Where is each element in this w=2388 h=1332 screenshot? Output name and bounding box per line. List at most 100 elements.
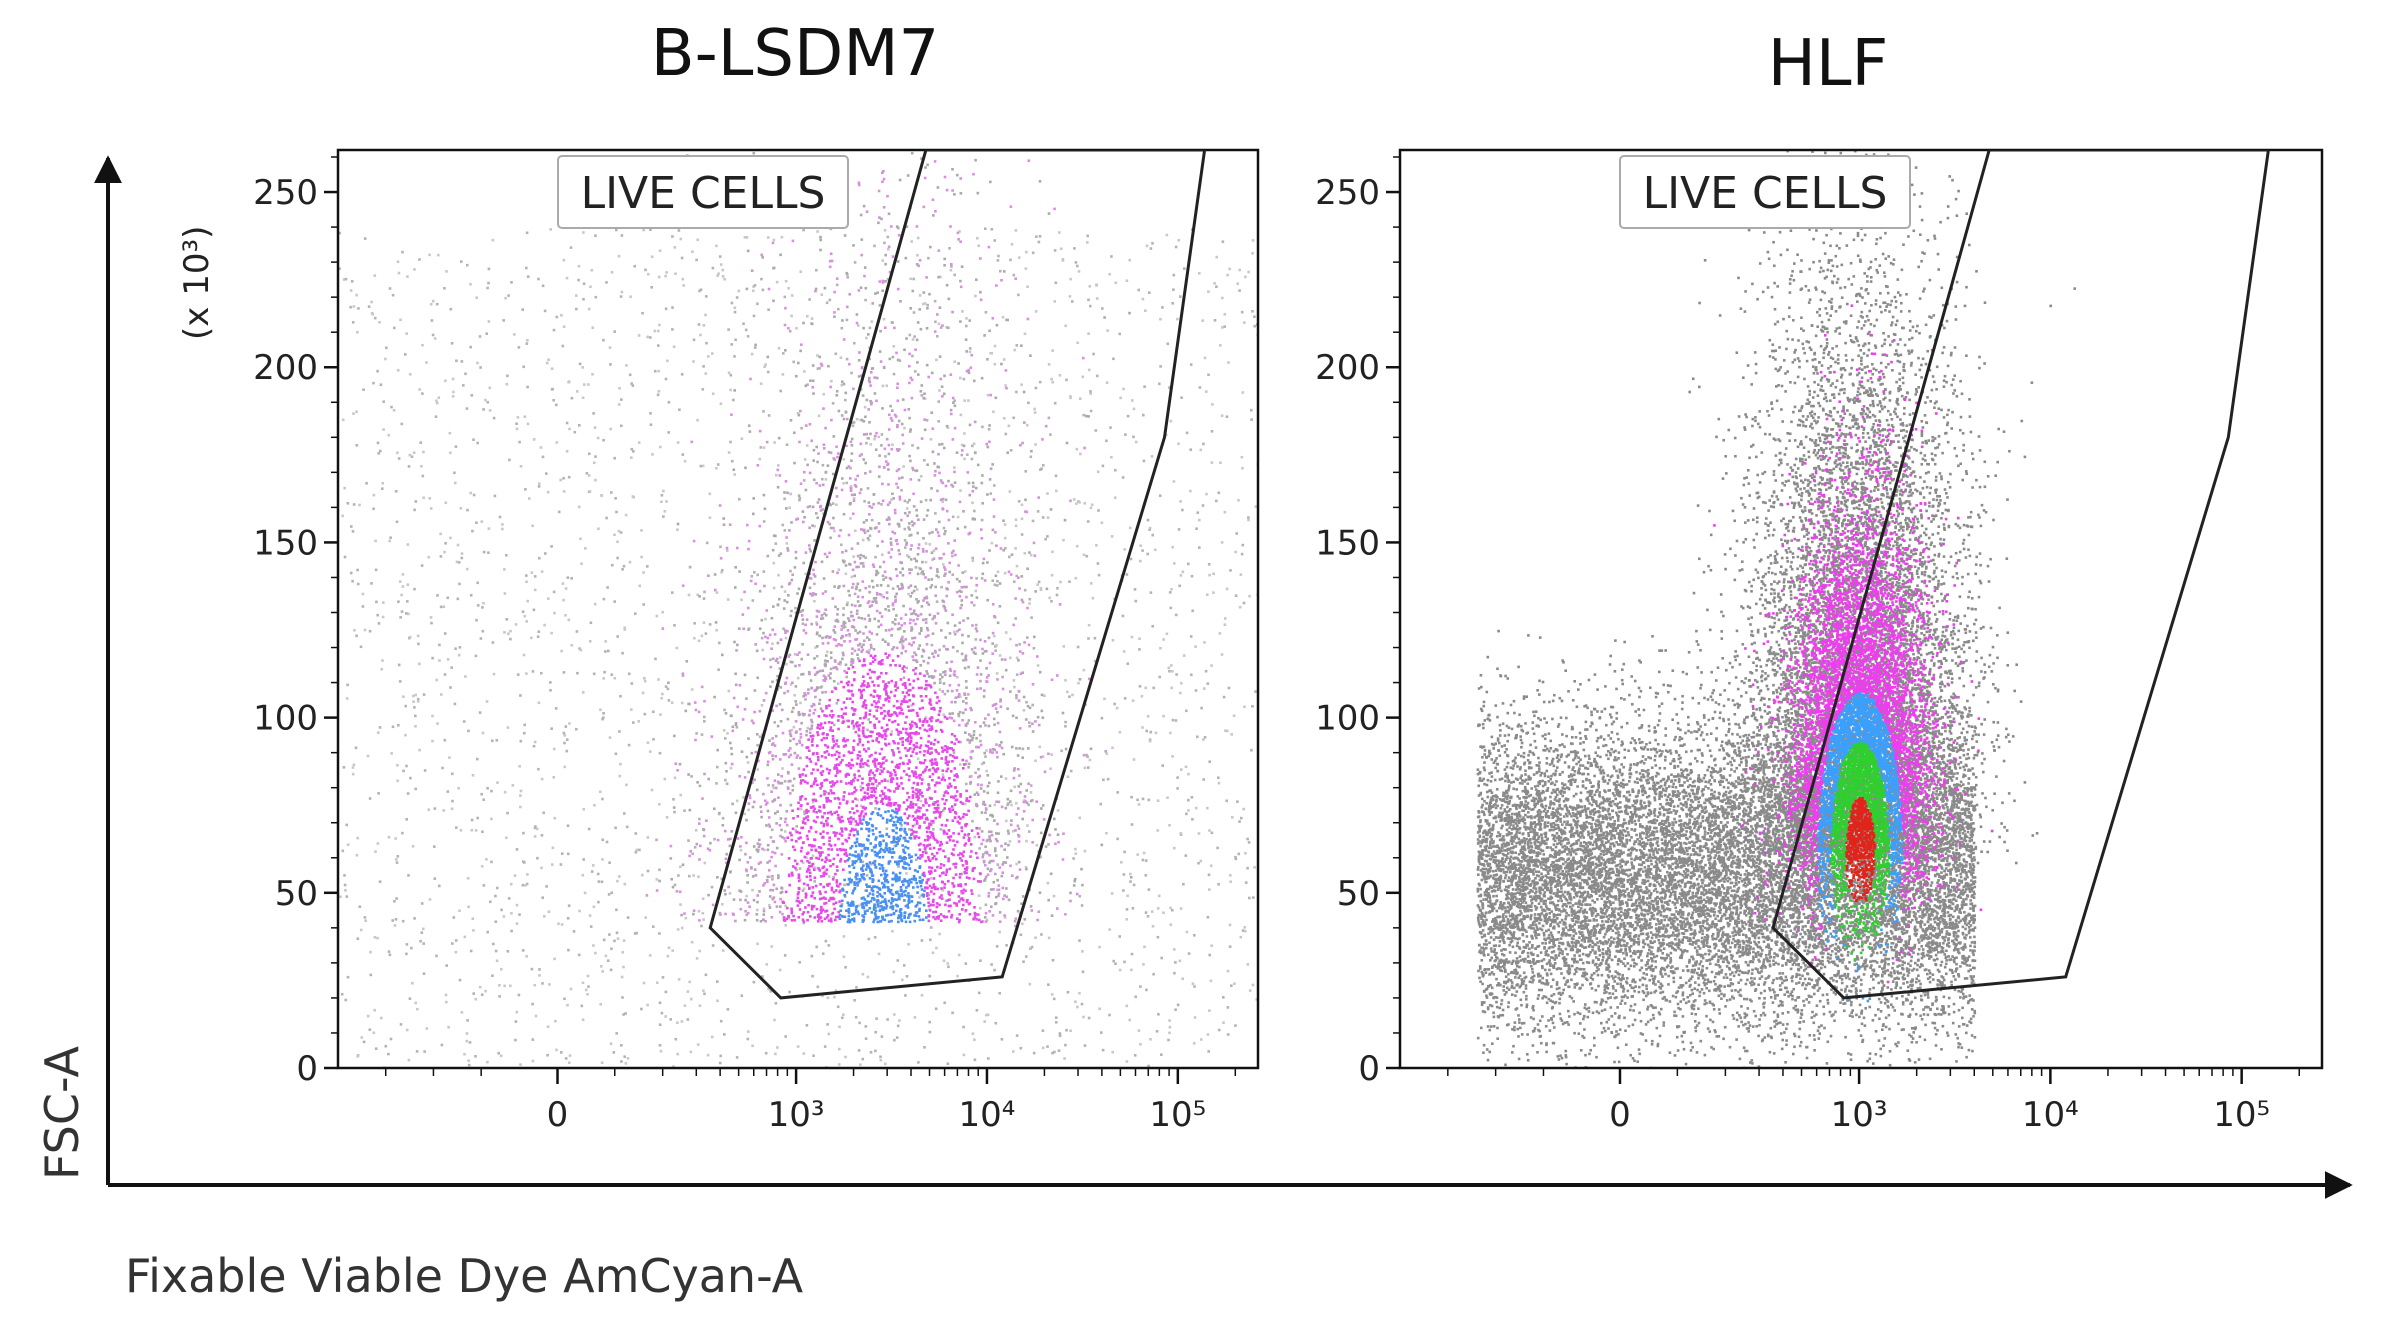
event-dot	[760, 618, 764, 622]
event-dot	[1244, 852, 1247, 855]
event-dot	[884, 1062, 887, 1066]
event-dot	[849, 485, 853, 488]
event-dot	[713, 573, 717, 576]
event-dot	[875, 702, 878, 705]
event-dot	[983, 751, 986, 755]
event-dot	[368, 1028, 372, 1031]
event-dot	[552, 776, 556, 779]
event-dot	[898, 894, 901, 898]
event-dot	[986, 784, 990, 788]
event-dot	[697, 909, 701, 913]
event-dot	[881, 900, 884, 903]
event-dot	[935, 701, 939, 705]
event-dot	[917, 774, 921, 777]
event-dot	[880, 615, 884, 618]
event-dot	[1150, 455, 1154, 458]
event-dot	[427, 555, 431, 559]
event-dot	[844, 398, 847, 402]
event-dot	[982, 695, 986, 698]
event-dot	[998, 930, 1001, 934]
event-dot	[1074, 576, 1078, 580]
event-dot	[1126, 894, 1129, 898]
event-dot	[1233, 982, 1236, 985]
event-dot	[997, 780, 1000, 783]
event-dot	[1011, 874, 1014, 877]
event-dot	[870, 887, 874, 890]
event-dot	[938, 813, 942, 817]
event-dot	[971, 501, 974, 505]
event-dot	[613, 456, 616, 460]
event-dot	[488, 386, 492, 390]
event-dot	[1017, 807, 1020, 810]
event-dot	[941, 730, 944, 733]
event-dot	[907, 828, 911, 831]
event-dot	[548, 983, 551, 986]
event-dot	[927, 804, 931, 807]
event-dot	[954, 700, 957, 704]
event-dot	[1108, 272, 1111, 276]
event-dot	[408, 635, 412, 639]
event-dot	[1017, 827, 1021, 830]
event-dot	[519, 1063, 522, 1066]
event-dot	[1224, 729, 1227, 732]
event-dot	[908, 333, 912, 337]
event-dot	[772, 883, 776, 887]
event-dot	[830, 418, 833, 422]
event-dot	[1025, 801, 1029, 805]
event-dot	[863, 639, 866, 643]
event-dot	[356, 937, 360, 940]
event-dot	[784, 1035, 787, 1038]
event-dot	[783, 780, 787, 783]
event-dot	[942, 713, 946, 716]
event-dot	[907, 881, 910, 884]
event-dot	[1034, 443, 1037, 446]
event-dot	[902, 848, 905, 852]
event-dot	[776, 1046, 779, 1049]
event-dot	[413, 268, 416, 271]
event-dot	[758, 735, 762, 739]
event-dot	[833, 781, 837, 785]
event-dot	[918, 718, 921, 721]
event-dot	[811, 524, 814, 527]
event-dot	[1035, 235, 1038, 238]
event-dot	[605, 281, 608, 284]
event-dot	[829, 667, 833, 671]
event-dot	[502, 915, 506, 918]
event-dot	[543, 623, 546, 627]
event-dot	[908, 621, 912, 625]
event-dot	[363, 628, 367, 632]
event-dot	[1112, 959, 1115, 963]
event-dot	[1026, 704, 1030, 708]
event-dot	[919, 664, 922, 667]
event-dot	[829, 844, 833, 847]
event-dot	[932, 837, 936, 840]
event-dot	[876, 291, 879, 294]
event-dot	[832, 638, 836, 641]
event-dot	[491, 739, 494, 743]
event-dot	[723, 277, 726, 281]
event-dot	[796, 676, 800, 680]
event-dot	[721, 568, 724, 572]
event-dot	[868, 534, 872, 538]
event-dot	[923, 302, 927, 305]
event-dot	[469, 949, 473, 953]
event-dot	[1039, 855, 1042, 859]
event-dot	[841, 551, 844, 554]
event-dot	[942, 849, 945, 853]
event-dot	[851, 719, 854, 723]
event-dot	[396, 855, 400, 858]
event-dot	[1050, 573, 1054, 577]
event-dot	[864, 286, 868, 290]
event-dot	[915, 725, 919, 728]
event-dot	[912, 612, 915, 615]
event-dot	[769, 888, 772, 892]
event-dot	[838, 770, 842, 773]
event-dot	[1097, 573, 1101, 577]
event-dot	[1049, 433, 1052, 436]
event-dot	[1088, 758, 1092, 762]
event-dot	[841, 1016, 844, 1020]
event-dot	[382, 428, 385, 431]
event-dot	[969, 843, 973, 846]
event-dot	[1208, 888, 1211, 891]
event-dot	[923, 176, 927, 180]
